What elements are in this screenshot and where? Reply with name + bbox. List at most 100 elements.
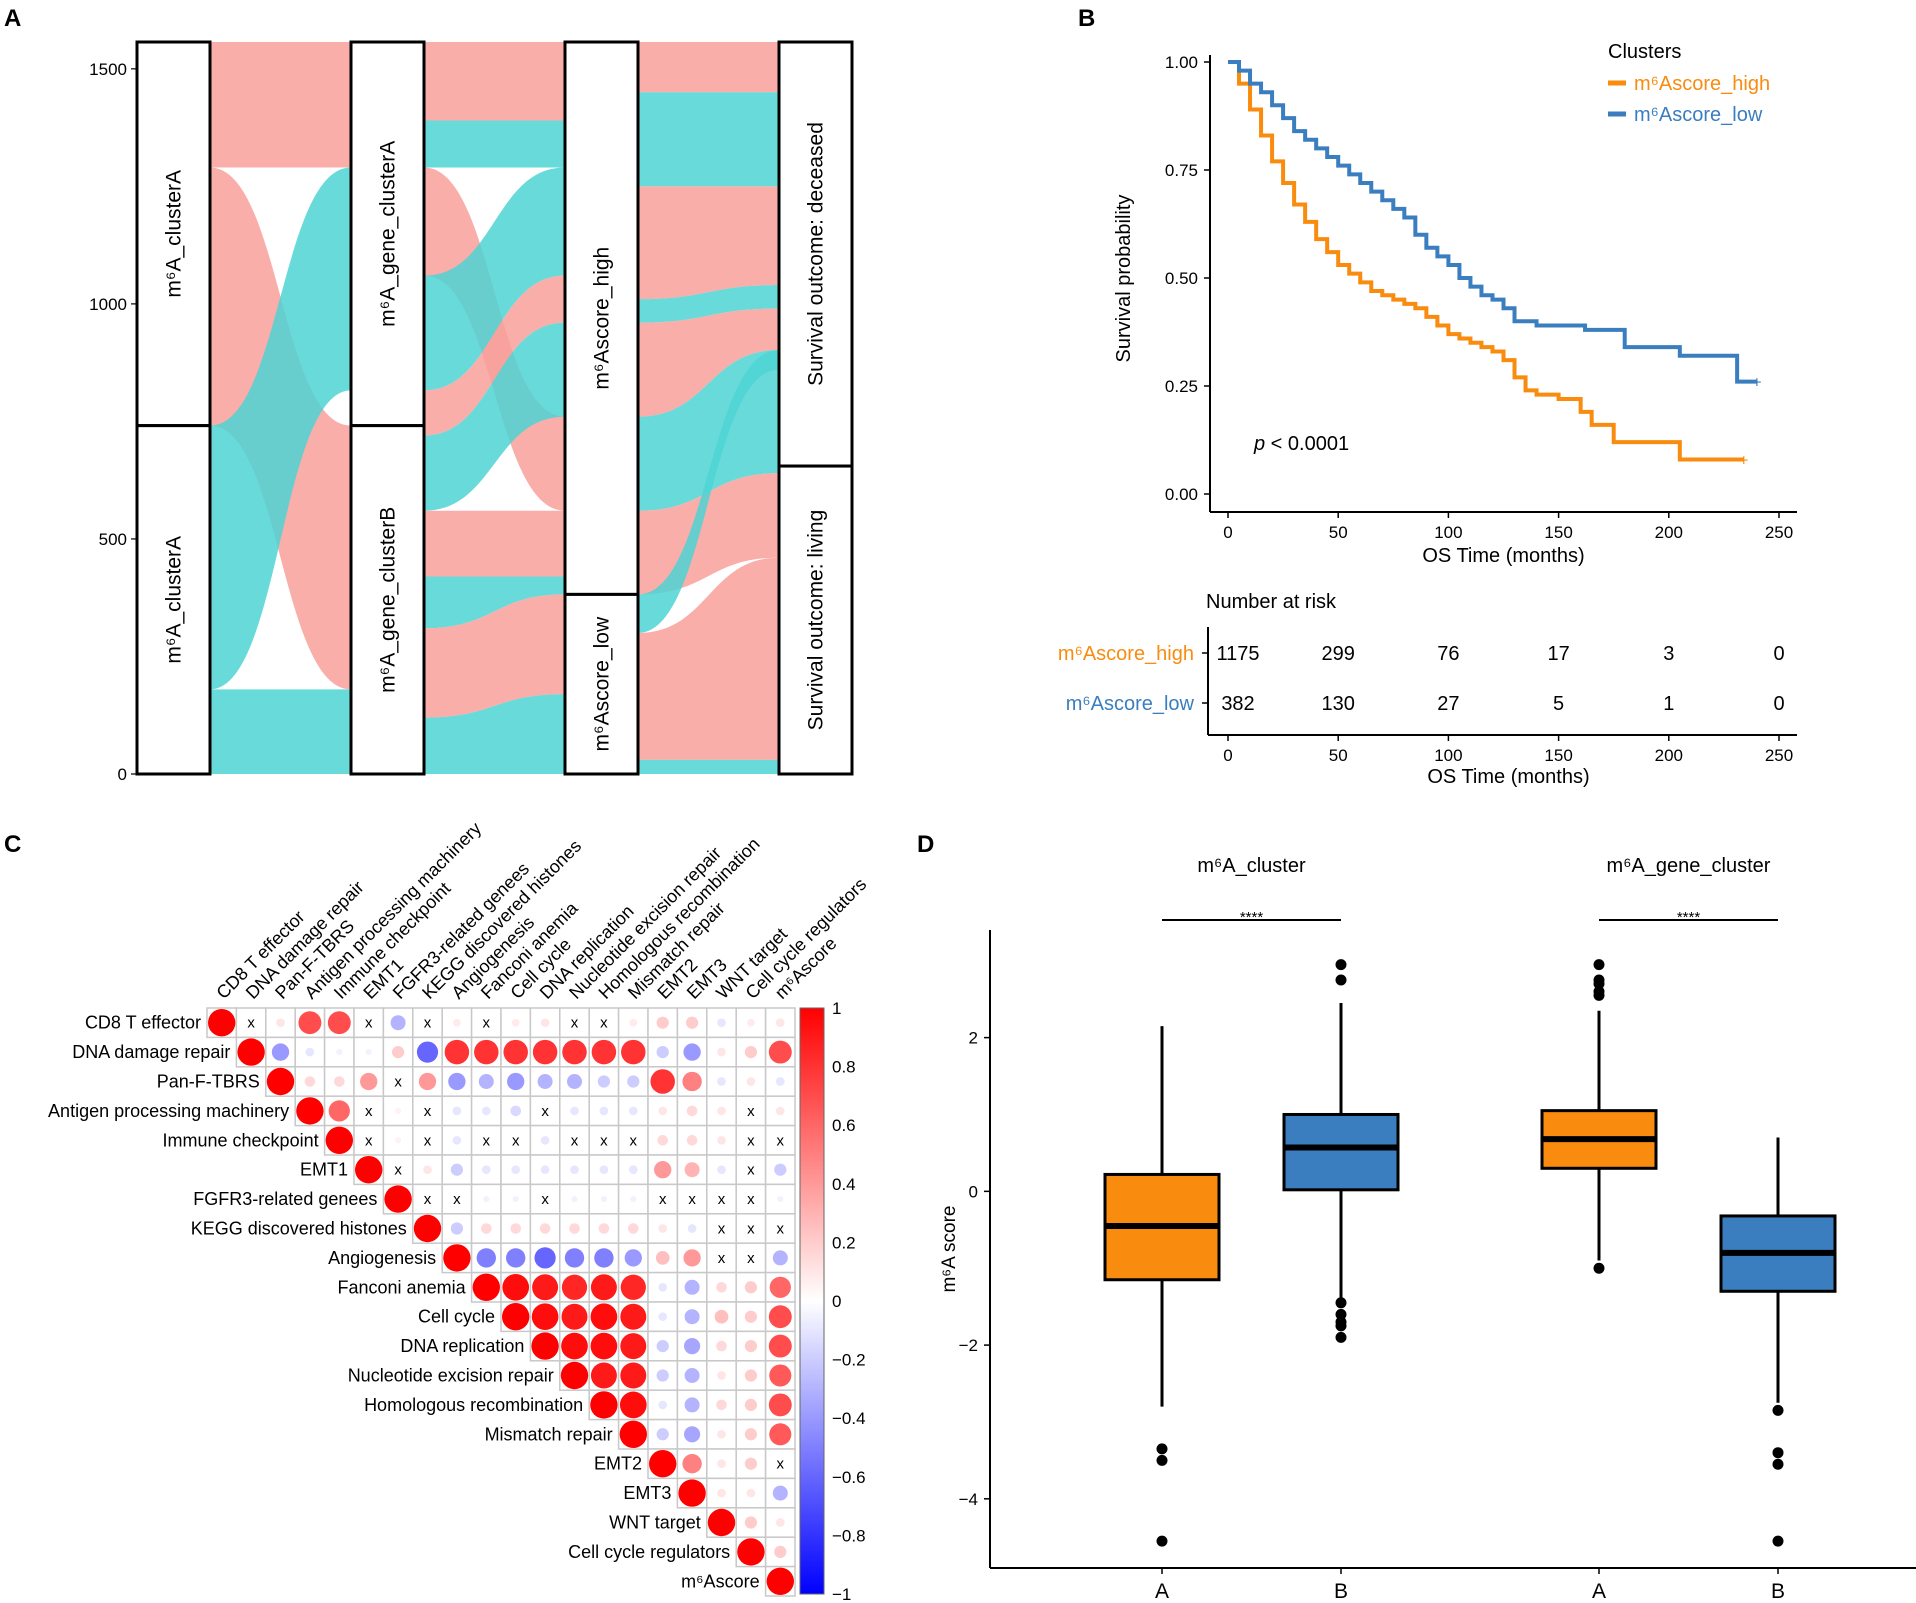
risk-value: 130: [1322, 693, 1355, 715]
km-curve-0: [1228, 60, 1744, 462]
significance-stars: ****: [1677, 909, 1701, 926]
colorbar-tick-label: 0.4: [832, 1175, 856, 1194]
corr-insignificant: x: [718, 1250, 726, 1267]
corr-insignificant: x: [541, 1103, 549, 1120]
x-tick-label: B: [1334, 1580, 1348, 1603]
corr-circle: [619, 1391, 647, 1419]
flow-low-liv: [638, 557, 779, 760]
corr-insignificant: x: [571, 1015, 579, 1032]
risk-value: 5: [1553, 693, 1564, 715]
flow-gb-high-4: [424, 576, 565, 629]
p-value-symbol: p: [1253, 433, 1265, 455]
corr-circle: [474, 1039, 499, 1065]
corr-circle: [531, 1303, 559, 1331]
corr-circle: [560, 1361, 589, 1390]
corr-circle: [774, 1163, 787, 1176]
x-tick-label: 250: [1765, 523, 1793, 542]
flow-low-dec: [638, 349, 779, 633]
corr-circle: [744, 1398, 758, 1412]
flow-gb-high: [424, 275, 565, 436]
outlier: [1772, 1535, 1784, 1547]
x-tick-label: B: [1771, 1580, 1785, 1603]
flow-high-dec-2: [638, 92, 779, 187]
corr-circle: [657, 1134, 669, 1146]
corr-insignificant: x: [424, 1015, 432, 1032]
corr-cell: [588, 1124, 620, 1156]
corr-circle: [628, 1106, 638, 1116]
corr-circle: [423, 1165, 432, 1175]
corr-insignificant: x: [747, 1162, 755, 1179]
corr-circle: [443, 1244, 471, 1272]
y-tick-label: 0.75: [1165, 161, 1198, 180]
corr-circle: [658, 1106, 668, 1116]
flow-gb-low-2: [424, 694, 565, 774]
corr-cell: [764, 1213, 796, 1244]
corr-insignificant: x: [424, 1103, 432, 1120]
corr-circle: [658, 1224, 668, 1233]
corr-insignificant: x: [688, 1191, 696, 1208]
corr-row-label: Antigen processing machinery: [48, 1101, 289, 1121]
corr-circle: [717, 1371, 726, 1380]
corr-circle: [296, 1097, 324, 1125]
y-tick-label: 0.25: [1165, 377, 1198, 396]
corr-circle: [744, 1457, 758, 1470]
y-tick-label: 500: [99, 530, 127, 549]
risk-x-tick-label: 200: [1655, 746, 1683, 765]
stratum-label: m⁶A_clusterA: [163, 170, 186, 298]
colorbar-tick-label: −0.2: [832, 1351, 866, 1370]
corr-circle: [570, 1106, 579, 1116]
outlier: [1156, 1535, 1168, 1547]
corr-cell: [764, 1448, 796, 1480]
corr-cell: [441, 1183, 473, 1215]
corr-insignificant: x: [483, 1015, 491, 1032]
corr-insignificant: x: [512, 1132, 520, 1149]
corr-circle: [539, 1223, 551, 1234]
corr-circle: [571, 1196, 578, 1203]
corr-circle: [600, 1196, 607, 1203]
risk-value: 17: [1547, 643, 1569, 665]
stratum-box: [777, 40, 854, 468]
flow-gb-high-3: [424, 510, 565, 577]
corr-circle: [590, 1362, 617, 1389]
risk-table-title: Number at risk: [1206, 591, 1337, 613]
y-tick-label: 1000: [89, 295, 127, 314]
corr-row-label: Angiogenesis: [328, 1248, 436, 1268]
corr-circle: [540, 1165, 550, 1175]
outlier: [1156, 1443, 1168, 1455]
corr-circle: [511, 1018, 520, 1027]
corr-cell: [470, 1124, 502, 1156]
risk-value: 1175: [1216, 643, 1259, 665]
group-title: m⁶A_gene_cluster: [1607, 855, 1771, 877]
x-tick-label: 150: [1544, 523, 1572, 542]
corr-circle: [658, 1400, 668, 1410]
corr-circle: [561, 1332, 588, 1360]
corr-circle: [747, 1018, 755, 1027]
outlier: [1335, 1297, 1347, 1309]
x-axis-title: OS Time (months): [1422, 545, 1584, 567]
corr-circle: [598, 1223, 610, 1234]
corr-circle: [769, 1364, 792, 1387]
corr-circle: [620, 1333, 647, 1360]
flow-a1-a2: [210, 42, 351, 168]
outlier: [1335, 1331, 1347, 1343]
corr-circle: [769, 1276, 791, 1298]
flow-b1-b2: [210, 689, 351, 774]
risk-x-tick-label: 50: [1329, 746, 1348, 765]
colorbar-tick-label: 0.6: [832, 1116, 856, 1135]
risk-x-tick-label: 100: [1434, 746, 1462, 765]
corr-insignificant: x: [365, 1132, 373, 1149]
outlier: [1772, 1447, 1784, 1459]
corr-insignificant: x: [718, 1221, 726, 1238]
censor-mark: +: [1752, 375, 1761, 392]
corr-circle: [717, 1018, 726, 1028]
flow-gb-high-2: [424, 322, 565, 511]
corr-circle: [502, 1273, 530, 1301]
corr-circle: [304, 1076, 316, 1087]
corr-circle: [472, 1273, 500, 1302]
corr-circle: [717, 1135, 726, 1145]
stratum-label: m⁶A_clusterA: [163, 536, 186, 664]
corr-circle: [333, 1076, 345, 1087]
corr-row-label: Cell cycle regulators: [568, 1542, 730, 1562]
risk-value: 3: [1663, 643, 1674, 665]
